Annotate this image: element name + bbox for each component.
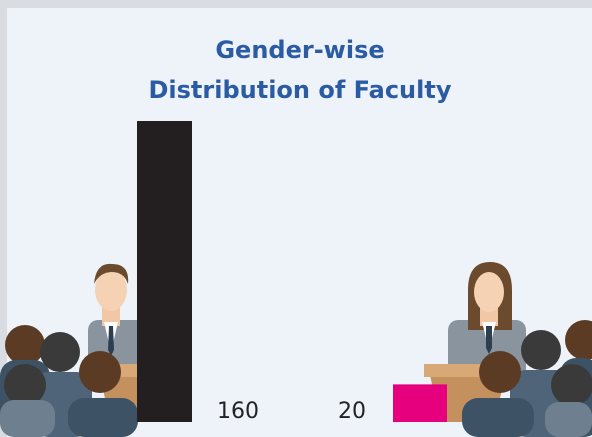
page: Gender-wise Distribution of Faculty 1602…	[0, 0, 592, 437]
value-label: 160	[217, 399, 259, 424]
bar	[393, 384, 447, 422]
illustration-right	[424, 262, 592, 437]
value-label: 20	[338, 399, 366, 424]
bar	[137, 121, 192, 422]
chart: 160 20	[0, 0, 592, 437]
